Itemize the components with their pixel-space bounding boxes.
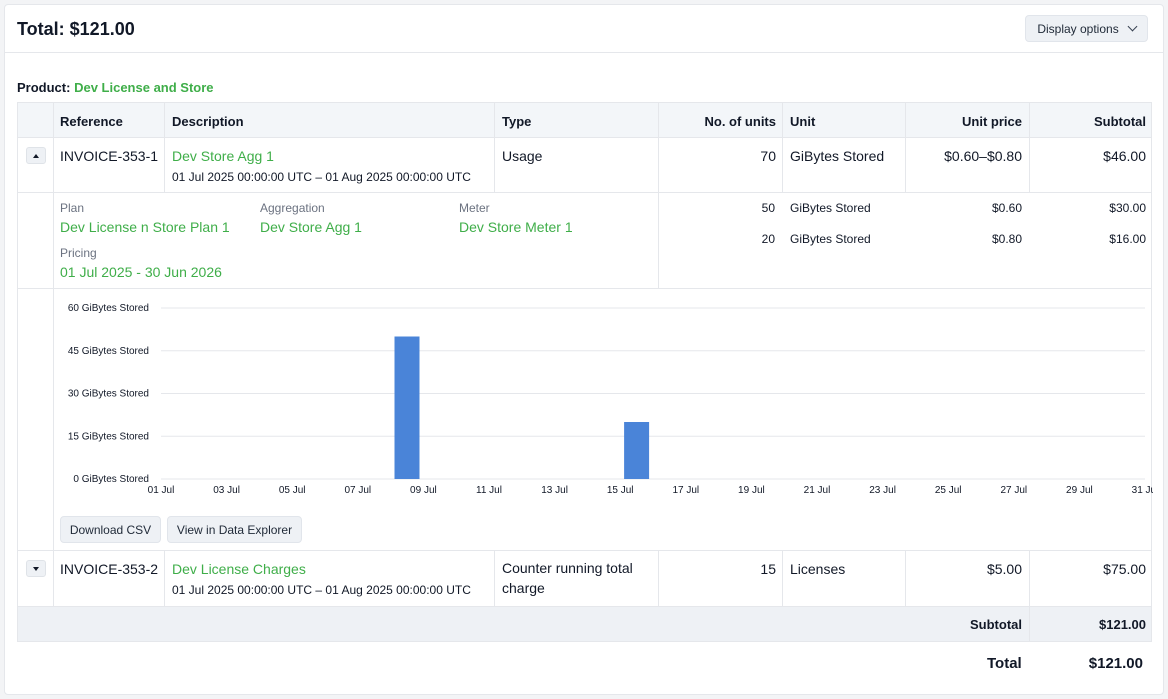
x-tick-label: 03 Jul [213,485,240,496]
table-row: INVOICE-353-2 Dev License Charges 01 Jul… [18,551,1151,607]
table-header: Reference Description Type No. of units … [18,103,1151,138]
grand-total-label: Total [987,655,1022,672]
grand-total-value: $121.00 [1088,655,1143,672]
pricing-label: Pricing [60,246,97,260]
detail-info: Plan Dev License n Store Plan 1 Aggregat… [53,193,658,288]
product-heading: Product: Dev License and Store [17,80,214,95]
expand-cell [18,138,53,192]
description-link[interactable]: Dev License Charges [172,561,306,577]
tier-unit: GiBytes Stored [790,201,871,215]
tier-units: 50 [761,201,775,215]
invoice-table: Reference Description Type No. of units … [17,102,1153,642]
display-options-label: Display options [1037,21,1119,36]
reference-cell: INVOICE-353-2 [53,551,164,606]
unit-price-cell: $5.00 [905,551,1029,606]
tier-price: $0.80 [991,232,1022,246]
column-header-units: No. of units [658,103,782,137]
unit-cell: Licenses [782,551,905,606]
units-cell: 15 [658,551,782,606]
caret-down-icon [33,566,39,571]
x-tick-label: 23 Jul [869,485,896,496]
y-tick-label: 15 GiBytes Stored [68,431,149,442]
usage-chart-row: 0 GiBytes Stored 15 GiBytes Stored 30 GiBy… [18,289,1153,551]
y-tick-label: 45 GiBytes Stored [68,346,149,357]
column-header-reference: Reference [53,103,164,137]
x-tick-label: 31 Jul [1132,485,1153,496]
column-header-unit-price: Unit price [905,103,1029,137]
expand-cell [18,551,53,606]
caret-up-icon [33,153,39,158]
meter-link[interactable]: Dev Store Meter 1 [459,219,573,235]
period-text: 01 Jul 2025 00:00:00 UTC – 01 Aug 2025 0… [172,170,471,184]
subtotal-value: $121.00 [1029,607,1152,641]
chart-spacer [18,289,53,550]
x-tick-label: 09 Jul [410,485,437,496]
x-tick-label: 11 Jul [476,485,502,496]
x-tick-label: 19 Jul [738,485,765,496]
meter-label: Meter [459,201,490,215]
x-tick-label: 25 Jul [935,485,962,496]
y-tick-label: 30 GiBytes Stored [68,389,149,400]
unit-price-cell: $0.60–$0.80 [905,138,1029,192]
tier-price: $0.60 [991,201,1022,215]
unit-cell: GiBytes Stored [782,138,905,192]
x-tick-label: 01 Jul [148,485,175,496]
collapse-row-button[interactable] [26,147,46,164]
units-cell: 70 [658,138,782,192]
tier-units: 20 [761,232,775,246]
usage-bar-chart: 0 GiBytes Stored 15 GiBytes Stored 30 GiBy… [68,303,1153,496]
subtotal-cell: $75.00 [1029,551,1152,606]
tier-breakdown: 50 GiBytes Stored $0.60 $30.00 20 GiByte… [658,193,1152,288]
plan-label: Plan [60,201,85,215]
table-row: INVOICE-353-1 Dev Store Agg 1 01 Jul 202… [18,138,1151,193]
column-header-unit: Unit [782,103,905,137]
invoice-card: Total: $121.00 Display options Product: … [4,4,1164,695]
period-text: 01 Jul 2025 00:00:00 UTC – 01 Aug 2025 0… [172,583,471,597]
aggregation-label: Aggregation [260,201,325,215]
display-options-button[interactable]: Display options [1025,15,1148,42]
subtotal-row: Subtotal $121.00 [18,607,1151,641]
expand-row-button[interactable] [26,560,46,577]
type-cell: Counter running total charge [494,551,658,606]
x-tick-label: 07 Jul [344,485,371,496]
y-tick-label: 60 GiBytes Stored [68,303,149,314]
row-detail: Plan Dev License n Store Plan 1 Aggregat… [18,193,1151,289]
pricing-link[interactable]: 01 Jul 2025 - 30 Jun 2026 [60,264,222,280]
column-header-description: Description [164,103,494,137]
description-link[interactable]: Dev Store Agg 1 [172,148,274,164]
y-tick-label: 0 GiBytes Stored [73,474,149,485]
total-title: Total: $121.00 [17,19,135,39]
x-tick-label: 15 Jul [607,485,634,496]
view-data-explorer-button[interactable]: View in Data Explorer [167,516,302,543]
plan-link[interactable]: Dev License n Store Plan 1 [60,219,230,235]
subtotal-label: Subtotal [970,617,1022,632]
reference-cell: INVOICE-353-1 [53,138,164,192]
product-name: Dev License and Store [74,80,214,95]
tier-subtotal: $30.00 [1109,201,1146,215]
tier-subtotal: $16.00 [1109,232,1146,246]
usage-bar [394,336,420,479]
x-tick-label: 05 Jul [279,485,306,496]
header-expand-cell [18,103,53,137]
tier-unit: GiBytes Stored [790,232,871,246]
x-tick-label: 13 Jul [541,485,568,496]
description-cell: Dev License Charges 01 Jul 2025 00:00:00… [164,551,494,606]
x-tick-label: 27 Jul [1000,485,1027,496]
column-header-type: Type [494,103,658,137]
download-csv-button[interactable]: Download CSV [60,516,161,543]
type-cell: Usage [494,138,658,192]
x-tick-label: 21 Jul [804,485,831,496]
card-header: Total: $121.00 Display options [5,5,1163,53]
x-tick-label: 17 Jul [672,485,699,496]
detail-spacer [18,193,53,288]
chart-area: 0 GiBytes Stored 15 GiBytes Stored 30 GiBy… [53,289,1153,550]
column-header-subtotal: Subtotal [1029,103,1152,137]
chevron-down-icon [1127,21,1138,32]
x-tick-label: 29 Jul [1066,485,1093,496]
product-prefix: Product: [17,80,71,95]
description-cell: Dev Store Agg 1 01 Jul 2025 00:00:00 UTC… [164,138,494,192]
subtotal-cell: $46.00 [1029,138,1152,192]
aggregation-link[interactable]: Dev Store Agg 1 [260,219,362,235]
usage-bar [624,422,650,479]
